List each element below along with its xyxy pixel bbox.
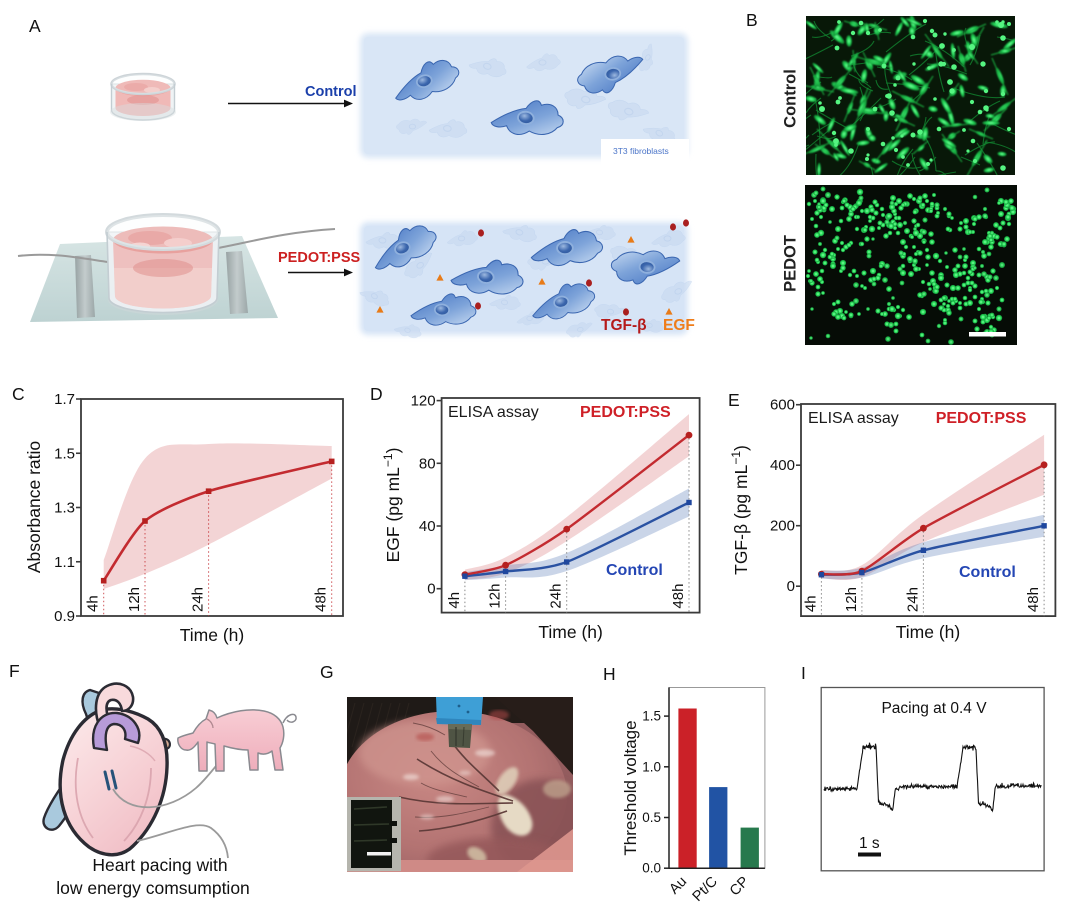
svg-text:0: 0: [427, 581, 435, 598]
svg-text:PEDOT:PSS: PEDOT:PSS: [936, 410, 1027, 427]
svg-text:1.0: 1.0: [642, 759, 661, 774]
svg-text:TGF-β (pg mL−1): TGF-β (pg mL−1): [729, 445, 751, 575]
svg-text:4h: 4h: [802, 595, 819, 612]
svg-text:48h: 48h: [313, 587, 330, 612]
svg-text:400: 400: [770, 457, 795, 474]
svg-text:Time (h): Time (h): [538, 622, 603, 642]
svg-text:Pacing at 0.4 V: Pacing at 0.4 V: [881, 700, 987, 717]
svg-text:1.5: 1.5: [54, 445, 75, 462]
svg-text:Control: Control: [305, 84, 357, 100]
svg-text:600: 600: [770, 397, 795, 414]
svg-text:200: 200: [770, 518, 795, 535]
svg-text:48h: 48h: [670, 584, 687, 609]
svg-text:ELISA assay: ELISA assay: [448, 404, 539, 421]
svg-text:CP: CP: [727, 874, 753, 900]
svg-text:ELISA assay: ELISA assay: [808, 410, 899, 427]
svg-text:1.5: 1.5: [642, 709, 661, 724]
svg-text:1.1: 1.1: [54, 554, 75, 571]
svg-text:3T3 fibroblasts: 3T3 fibroblasts: [613, 146, 669, 156]
svg-text:24h: 24h: [548, 584, 565, 609]
svg-text:24h: 24h: [904, 587, 921, 612]
svg-text:12h: 12h: [487, 584, 504, 609]
svg-text:0.5: 0.5: [642, 810, 661, 825]
svg-text:EGF: EGF: [663, 317, 695, 334]
svg-text:Time (h): Time (h): [180, 625, 245, 645]
svg-text:Control: Control: [606, 562, 663, 579]
svg-text:0.9: 0.9: [54, 608, 75, 625]
svg-text:48h: 48h: [1025, 587, 1042, 612]
svg-text:Pt/C: Pt/C: [690, 874, 721, 905]
svg-text:4h: 4h: [85, 595, 102, 612]
svg-text:120: 120: [411, 393, 436, 410]
svg-text:Time (h): Time (h): [896, 622, 961, 642]
svg-text:40: 40: [419, 518, 436, 535]
svg-text:12h: 12h: [843, 587, 860, 612]
svg-text:PEDOT:PSS: PEDOT:PSS: [278, 250, 361, 266]
svg-text:1 s: 1 s: [859, 835, 880, 852]
svg-text:0: 0: [787, 578, 795, 595]
svg-text:Threshold voltage: Threshold voltage: [621, 720, 640, 855]
svg-text:Control: Control: [959, 564, 1016, 581]
svg-text:Au: Au: [666, 874, 690, 898]
svg-text:1.3: 1.3: [54, 500, 75, 517]
svg-text:80: 80: [419, 455, 436, 472]
svg-text:4h: 4h: [446, 592, 463, 609]
svg-text:0.0: 0.0: [642, 861, 661, 876]
svg-text:EGF (pg mL−1): EGF (pg mL−1): [381, 448, 403, 563]
svg-text:24h: 24h: [190, 587, 207, 612]
svg-text:TGF-β: TGF-β: [601, 317, 647, 334]
svg-text:1.7: 1.7: [54, 391, 75, 408]
svg-text:PEDOT:PSS: PEDOT:PSS: [580, 404, 671, 421]
svg-text:Absorbance ratio: Absorbance ratio: [24, 441, 44, 573]
svg-text:12h: 12h: [126, 587, 143, 612]
